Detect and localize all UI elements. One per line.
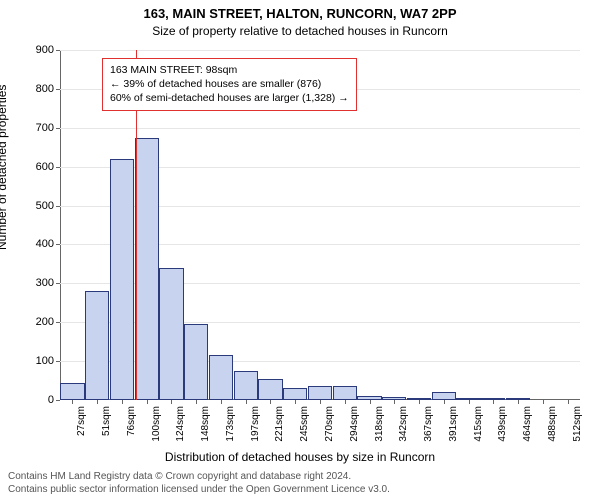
xtick-mark [518,400,519,404]
xtick-label: 221sqm [274,406,285,442]
xtick-label: 512sqm [572,406,583,442]
ytick-label: 100 [36,355,54,367]
x-axis-label: Distribution of detached houses by size … [0,450,600,464]
annotation-box: 163 MAIN STREET: 98sqm← 39% of detached … [102,58,357,111]
ytick-label: 400 [36,238,54,250]
xtick-mark [97,400,98,404]
xtick-mark [122,400,123,404]
xtick-mark [469,400,470,404]
plot-area: 010020030040050060070080090027sqm51sqm76… [60,50,580,400]
histogram-bar [60,383,84,401]
histogram-bar [184,324,208,400]
xtick-label: 173sqm [225,406,236,442]
ytick-mark [56,167,60,168]
ytick-mark [56,400,60,401]
ytick-label: 900 [36,44,54,56]
xtick-mark [419,400,420,404]
xtick-mark [171,400,172,404]
xtick-label: 415sqm [473,406,484,442]
histogram-bar [283,388,307,400]
xtick-label: 148sqm [200,406,211,442]
xtick-mark [72,400,73,404]
xtick-label: 197sqm [250,406,261,442]
ytick-label: 300 [36,277,54,289]
gridline [60,50,580,51]
ytick-label: 200 [36,316,54,328]
xtick-label: 51sqm [101,406,112,436]
xtick-label: 245sqm [299,406,310,442]
xtick-mark [270,400,271,404]
xtick-label: 270sqm [324,406,335,442]
xtick-label: 391sqm [448,406,459,442]
histogram-bar [333,386,357,400]
xtick-mark [444,400,445,404]
gridline [60,128,580,129]
ytick-mark [56,128,60,129]
xtick-mark [295,400,296,404]
xtick-label: 464sqm [522,406,533,442]
histogram-bar [85,291,109,400]
footnote-line1: Contains HM Land Registry data © Crown c… [8,471,351,482]
ytick-label: 700 [36,122,54,134]
ytick-mark [56,206,60,207]
ytick-label: 800 [36,83,54,95]
y-axis-line [60,50,61,400]
ytick-mark [56,361,60,362]
ytick-mark [56,50,60,51]
annotation-line1: 163 MAIN STREET: 98sqm [110,63,349,77]
histogram-bar [432,392,456,400]
chart-subtitle: Size of property relative to detached ho… [0,24,600,38]
xtick-mark [370,400,371,404]
xtick-label: 100sqm [151,406,162,442]
ytick-label: 0 [48,394,54,406]
xtick-label: 439sqm [497,406,508,442]
histogram-bar [258,379,282,400]
ytick-mark [56,89,60,90]
xtick-label: 342sqm [398,406,409,442]
xtick-mark [320,400,321,404]
xtick-label: 367sqm [423,406,434,442]
footnote-line2: Contains public sector information licen… [8,484,390,495]
xtick-mark [394,400,395,404]
xtick-mark [345,400,346,404]
xtick-label: 318sqm [374,406,385,442]
chart-container: 163, MAIN STREET, HALTON, RUNCORN, WA7 2… [0,0,600,500]
xtick-mark [196,400,197,404]
footnote: Contains HM Land Registry data © Crown c… [8,470,592,496]
xtick-mark [246,400,247,404]
chart-title: 163, MAIN STREET, HALTON, RUNCORN, WA7 2… [0,6,600,21]
xtick-mark [147,400,148,404]
histogram-bar [159,268,183,400]
xtick-label: 124sqm [175,406,186,442]
annotation-line2: ← 39% of detached houses are smaller (87… [110,77,349,91]
ytick-mark [56,244,60,245]
histogram-bar [135,138,159,401]
ytick-label: 500 [36,200,54,212]
xtick-mark [543,400,544,404]
xtick-mark [493,400,494,404]
annotation-line3: 60% of semi-detached houses are larger (… [110,91,349,105]
xtick-label: 488sqm [547,406,558,442]
histogram-bar [110,159,134,400]
histogram-bar [209,355,233,400]
histogram-bar [234,371,258,400]
xtick-mark [221,400,222,404]
ytick-mark [56,322,60,323]
xtick-label: 294sqm [349,406,360,442]
xtick-mark [568,400,569,404]
xtick-label: 76sqm [126,406,137,436]
xtick-label: 27sqm [76,406,87,436]
histogram-bar [308,386,332,400]
ytick-mark [56,283,60,284]
y-axis-label: Number of detached properties [0,85,9,250]
ytick-label: 600 [36,161,54,173]
